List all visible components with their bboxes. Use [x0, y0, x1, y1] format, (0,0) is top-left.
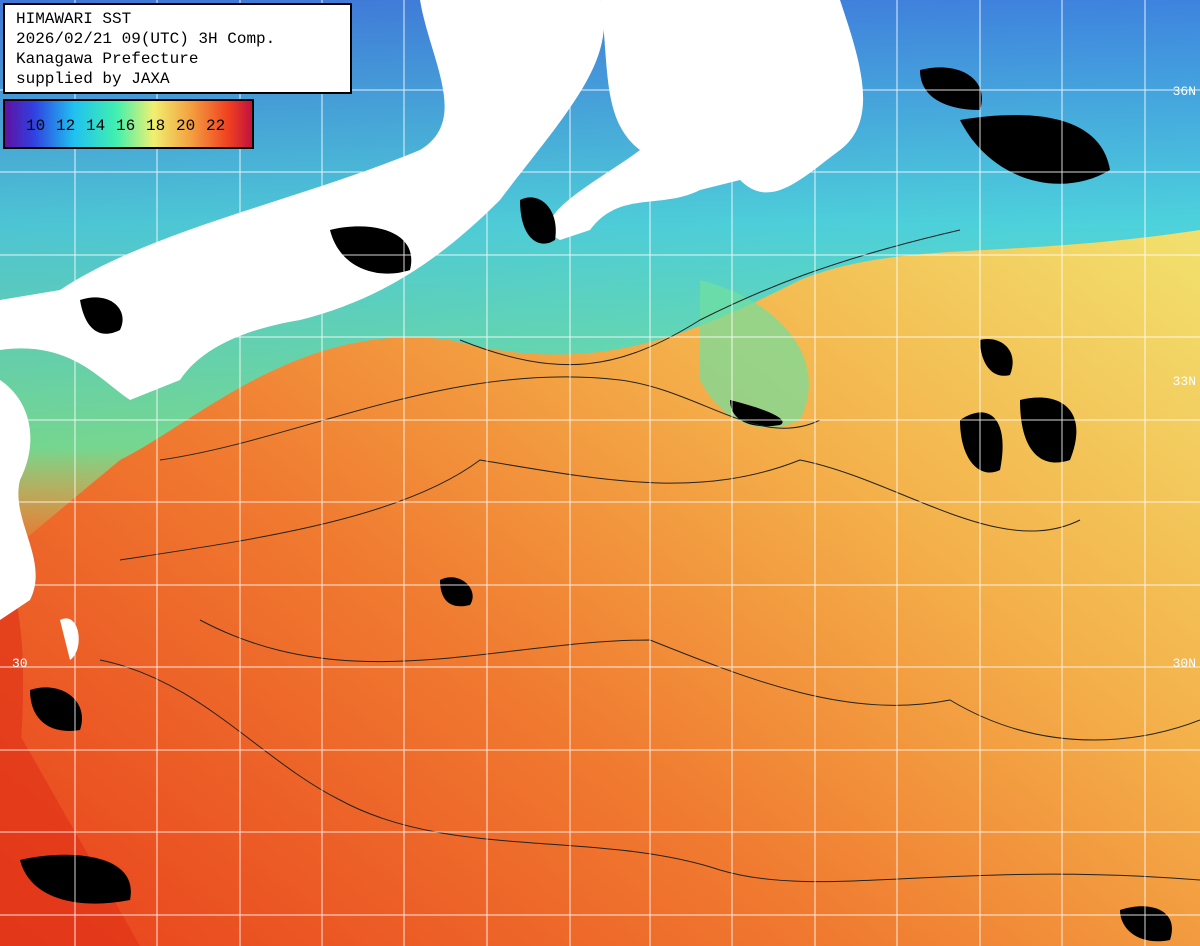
info-line: 2026/02/21 09(UTC) 3H Comp.: [16, 30, 275, 48]
info-panel: [3, 3, 352, 94]
colorbar-label: 18: [146, 117, 165, 135]
lat-label: 30N: [1173, 656, 1196, 671]
land: [0, 0, 863, 660]
warm-water: [0, 560, 140, 946]
cold-water: [0, 0, 1200, 560]
colorbar: 10 12 14 16 18 20 22: [3, 99, 254, 149]
colorbar-label: 16: [116, 117, 135, 135]
colorbar-label: 20: [176, 117, 195, 135]
colorbar-label: 14: [86, 117, 105, 135]
info-box: HIMAWARI SST 2026/02/21 09(UTC) 3H Comp.…: [3, 3, 352, 94]
info-line: Kanagawa Prefecture: [16, 50, 198, 68]
cold-eddy: [700, 280, 809, 428]
info-line: HIMAWARI SST: [16, 10, 131, 28]
lat-label: 30: [12, 656, 28, 671]
lat-label: 33N: [1173, 374, 1196, 389]
colorbar-label: 10: [26, 117, 45, 135]
colorbar-gradient: [3, 99, 254, 149]
contours: [99, 229, 1200, 883]
info-line: supplied by JAXA: [16, 70, 170, 88]
grid-labels: 136E 36N 33N 30N 30: [12, 4, 1196, 671]
colorbar-label: 12: [56, 117, 75, 135]
colorbar-label: 22: [206, 117, 225, 135]
lat-label: 36N: [1173, 84, 1196, 99]
lon-label: 136E: [493, 4, 508, 35]
